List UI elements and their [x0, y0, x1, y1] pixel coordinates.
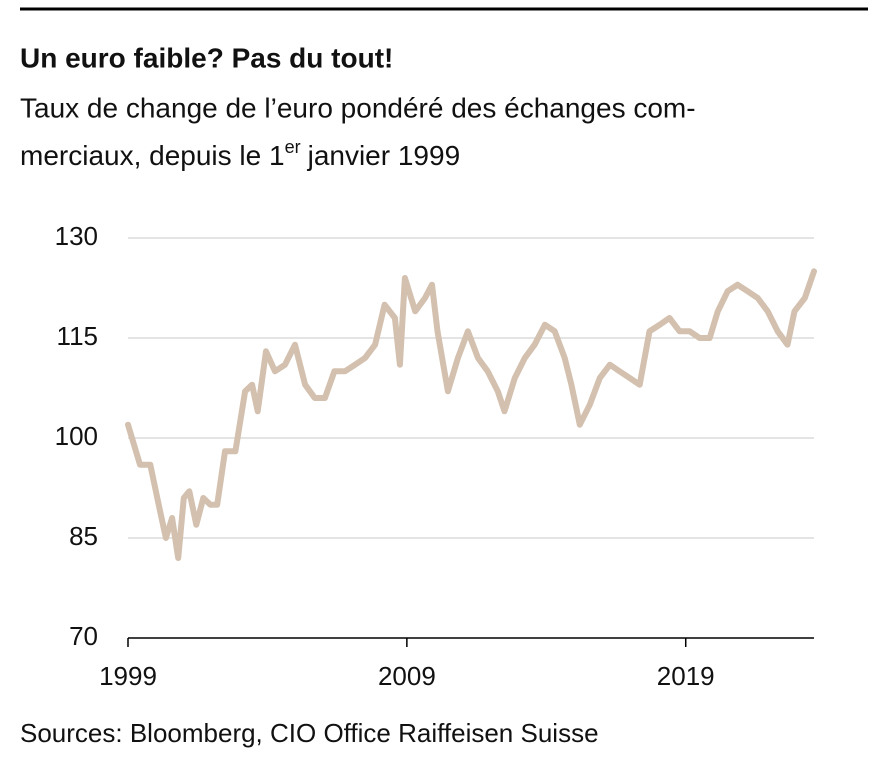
- y-tick-label: 115: [57, 321, 98, 351]
- series-line: [125, 268, 817, 561]
- x-tick-label: 1999: [99, 661, 157, 691]
- x-tick-label: 2009: [378, 661, 436, 691]
- subtitle-part: merciaux, depuis le 1: [20, 140, 285, 171]
- y-tick-label: 85: [69, 521, 98, 551]
- chart-title: Un euro faible? Pas du tout!: [20, 42, 393, 73]
- chart-subtitle: merciaux, depuis le 1er janvier 1999: [20, 137, 460, 172]
- x-tick-label: 2019: [657, 661, 715, 691]
- chart-subtitle: Taux de change de l’euro pondéré des éch…: [20, 92, 696, 123]
- subtitle-part: janvier 1999: [307, 140, 461, 171]
- y-tick-label: 130: [55, 221, 98, 251]
- subtitle-superscript: er: [285, 137, 301, 157]
- y-tick-label: 100: [55, 421, 98, 451]
- source-note: Sources: Bloomberg, CIO Office Raiffeise…: [20, 718, 599, 748]
- y-tick-label: 70: [69, 621, 98, 651]
